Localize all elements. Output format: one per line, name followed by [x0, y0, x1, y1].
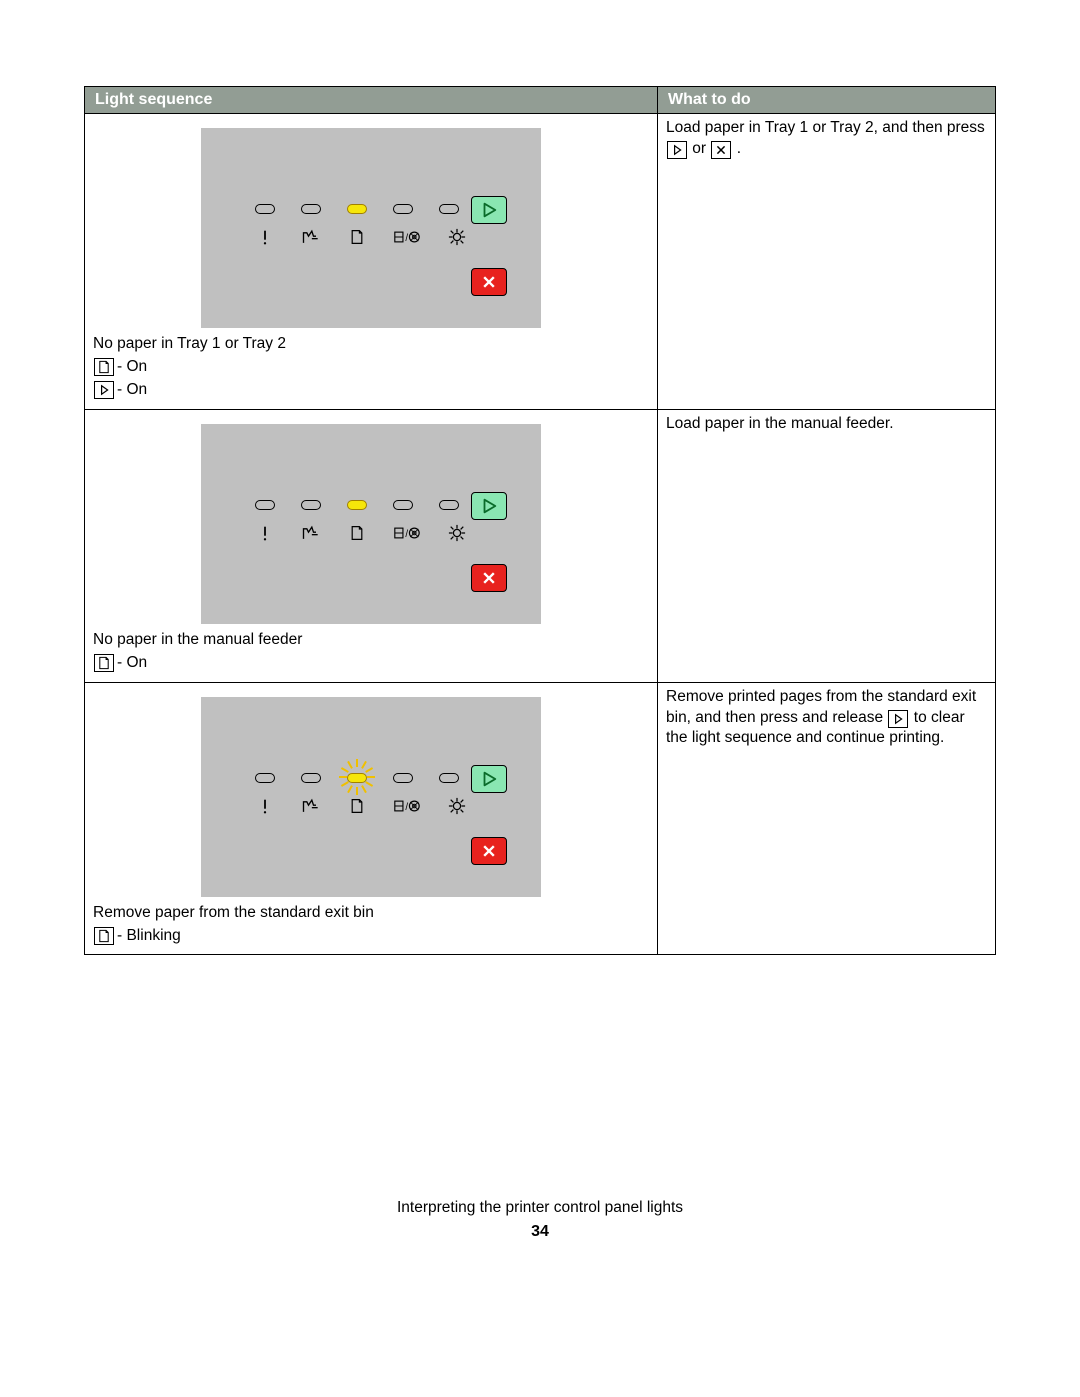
play-icon [94, 381, 114, 399]
legend-line: - On [93, 653, 649, 674]
svg-text:/: / [405, 233, 408, 244]
panel-led [439, 204, 459, 214]
go-button-graphic [471, 196, 507, 224]
jam-icon [301, 228, 321, 246]
panel-led [255, 773, 275, 783]
paper-icon [347, 797, 367, 815]
x-key-icon [711, 141, 731, 159]
legend-text: - On [117, 380, 147, 401]
panel-icon-row: / [255, 228, 467, 246]
cancel-button-graphic [471, 564, 507, 592]
data-icon [447, 797, 467, 815]
play-key-icon [888, 710, 908, 728]
toner-drum-icon: / [393, 228, 421, 246]
paper-icon [347, 524, 367, 542]
control-panel-diagram: / [201, 128, 541, 328]
panel-led [347, 204, 367, 214]
paper-icon [94, 654, 114, 672]
error-icon [255, 228, 275, 246]
panel-led-row [255, 500, 459, 510]
panel-led [301, 204, 321, 214]
legend-line: - On [93, 357, 649, 378]
jam-icon [301, 797, 321, 815]
paper-icon [347, 228, 367, 246]
action-text: Load paper in the manual feeder. [666, 415, 894, 432]
legend-text: - On [117, 357, 147, 378]
table-row: / No paper in Tray 1 or Tray 2 - On- On … [85, 114, 996, 410]
jam-icon [301, 524, 321, 542]
sequence-cell: / Remove paper from the standard exit bi… [85, 682, 658, 955]
panel-led [439, 773, 459, 783]
sequence-caption: No paper in Tray 1 or Tray 2 [93, 334, 649, 355]
legend-text: - Blinking [117, 926, 181, 947]
action-text: . [732, 140, 741, 157]
data-icon [447, 524, 467, 542]
error-icon [255, 524, 275, 542]
action-cell: Load paper in Tray 1 or Tray 2, and then… [658, 114, 996, 410]
page-number: 34 [0, 1223, 1080, 1241]
panel-led [439, 500, 459, 510]
toner-drum-icon: / [393, 524, 421, 542]
cancel-button-graphic [471, 268, 507, 296]
sequence-caption: Remove paper from the standard exit bin [93, 903, 649, 924]
sequence-cell: / No paper in Tray 1 or Tray 2 - On- On [85, 114, 658, 410]
control-panel-diagram: / [201, 697, 541, 897]
legend-text: - On [117, 653, 147, 674]
action-cell: Load paper in the manual feeder. [658, 409, 996, 682]
sequence-caption: No paper in the manual feeder [93, 630, 649, 651]
sequence-cell: / No paper in the manual feeder - On [85, 409, 658, 682]
header-what-to-do: What to do [658, 87, 996, 114]
play-key-icon [667, 141, 687, 159]
panel-led-row [255, 204, 459, 214]
panel-led [347, 500, 367, 510]
action-text: Load paper in Tray 1 or Tray 2, and then… [666, 119, 985, 136]
panel-led-row [255, 773, 459, 783]
panel-led [347, 773, 367, 783]
toner-drum-icon: / [393, 797, 421, 815]
header-light-sequence: Light sequence [85, 87, 658, 114]
legend-line: - On [93, 380, 649, 401]
go-button-graphic [471, 765, 507, 793]
table-row: / No paper in the manual feeder - On Loa… [85, 409, 996, 682]
panel-led [393, 773, 413, 783]
go-button-graphic [471, 492, 507, 520]
panel-led [255, 500, 275, 510]
panel-led [301, 773, 321, 783]
svg-text:/: / [405, 529, 408, 540]
control-panel-diagram: / [201, 424, 541, 624]
error-icon [255, 797, 275, 815]
footer-title: Interpreting the printer control panel l… [0, 1199, 1080, 1217]
action-cell: Remove printed pages from the standard e… [658, 682, 996, 955]
cancel-button-graphic [471, 837, 507, 865]
panel-icon-row: / [255, 524, 467, 542]
data-icon [447, 228, 467, 246]
panel-icon-row: / [255, 797, 467, 815]
page: Light sequence What to do / No paper in … [0, 0, 1080, 1397]
svg-text:/: / [405, 802, 408, 813]
light-sequence-table: Light sequence What to do / No paper in … [84, 86, 996, 955]
paper-icon [94, 927, 114, 945]
panel-led [255, 204, 275, 214]
panel-led [301, 500, 321, 510]
paper-icon [94, 358, 114, 376]
table-row: / Remove paper from the standard exit bi… [85, 682, 996, 955]
panel-led [393, 500, 413, 510]
action-text: or [688, 140, 710, 157]
legend-line: - Blinking [93, 926, 649, 947]
panel-led [393, 204, 413, 214]
